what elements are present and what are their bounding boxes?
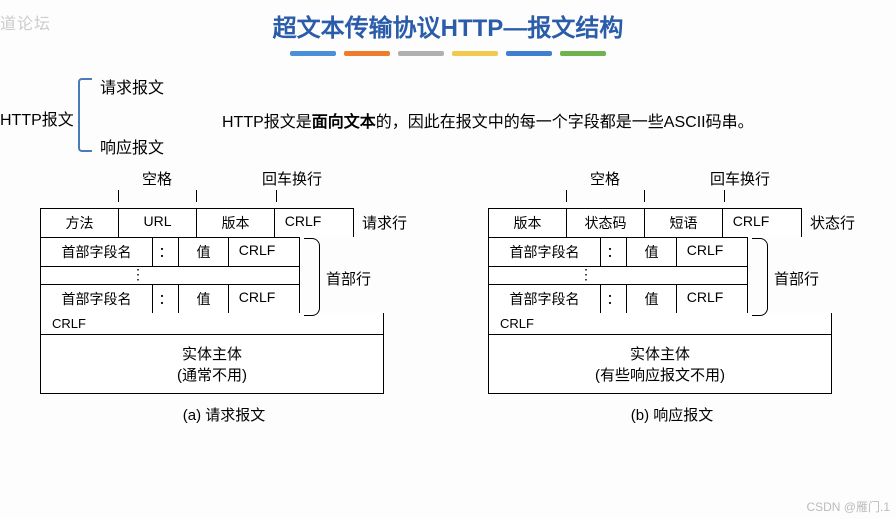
cell: 状态码: [567, 209, 645, 237]
response-start-line: 版本状态码短语CRLF: [488, 208, 802, 237]
header-lines-label: 首部行: [326, 268, 371, 289]
response-lower-block: CRLF 实体主体 (有些响应报文不用): [488, 313, 832, 394]
cell: 首部字段名: [41, 238, 153, 266]
bracket-icon: [78, 78, 92, 152]
request-start-line: 方法URL版本CRLF: [40, 208, 354, 237]
crlf-row: CRLF: [489, 313, 831, 335]
cell: 值: [179, 238, 229, 266]
request-diagram: 空格 回车换行 方法URL版本CRLF 请求行 首部字段名：值CRLF 首部字段…: [14, 168, 434, 425]
request-headers: 首部字段名：值CRLF 首部字段名：值CRLF: [40, 237, 300, 313]
cell: 值: [627, 238, 677, 266]
description-text: HTTP报文是面向文本的，因此在报文中的每一个字段都是一些ASCII码串。: [222, 108, 754, 132]
request-msg-label: 请求报文: [100, 74, 164, 98]
desc-pre: HTTP报文是: [222, 114, 312, 131]
cell: ：: [153, 238, 179, 266]
http-label: HTTP报文: [0, 106, 74, 130]
response-diagram: 空格 回车换行 版本状态码短语CRLF 状态行 首部字段名：值CRLF 首部字段…: [462, 168, 882, 425]
cell: CRLF: [677, 285, 733, 313]
request-lower-block: CRLF 实体主体 (通常不用): [40, 313, 384, 394]
cell: CRLF: [723, 209, 779, 237]
cell: URL: [119, 209, 197, 237]
desc-post: 的，因此在报文中的每一个字段都是一些ASCII码串。: [376, 114, 754, 131]
cell: 方法: [41, 209, 119, 237]
status-line-label: 状态行: [810, 212, 855, 233]
response-caption: (b) 响应报文: [462, 404, 882, 425]
crlf-label: 回车换行: [710, 168, 770, 189]
crlf-cell: CRLF: [489, 313, 545, 334]
cell: 首部字段名: [41, 285, 153, 313]
body-line2: (通常不用): [177, 364, 247, 385]
cell: ：: [601, 238, 627, 266]
cell: CRLF: [229, 238, 285, 266]
header-row: 首部字段名：值CRLF: [489, 285, 747, 313]
title-divider: [0, 51, 896, 56]
response-headers: 首部字段名：值CRLF 首部字段名：值CRLF: [488, 237, 748, 313]
watermark-top-left: 道论坛: [0, 10, 51, 34]
cell: 首部字段名: [489, 238, 601, 266]
watermark-bottom-right: CSDN @雁门.1: [806, 498, 890, 515]
space-label: 空格: [590, 168, 620, 189]
brace-icon: [752, 238, 768, 316]
page-title: 超文本传输协议HTTP—报文结构: [0, 8, 896, 43]
cell: 值: [179, 285, 229, 313]
response-msg-label: 响应报文: [100, 134, 164, 158]
cell: CRLF: [677, 238, 733, 266]
cell: CRLF: [229, 285, 285, 313]
diagrams-row: 空格 回车换行 方法URL版本CRLF 请求行 首部字段名：值CRLF 首部字段…: [0, 168, 896, 425]
dots-row: [489, 267, 747, 285]
space-label: 空格: [142, 168, 172, 189]
body-line2: (有些响应报文不用): [595, 364, 725, 385]
header-row: 首部字段名：值CRLF: [489, 238, 747, 267]
dots-row: [41, 267, 299, 285]
crlf-label: 回车换行: [262, 168, 322, 189]
response-body: 实体主体 (有些响应报文不用): [489, 335, 831, 393]
intro-section: HTTP报文 请求报文 响应报文 HTTP报文是面向文本的，因此在报文中的每一个…: [0, 78, 896, 156]
request-line-label: 请求行: [362, 212, 407, 233]
tick-icon: [196, 190, 197, 202]
cell: 短语: [645, 209, 723, 237]
body-line1: 实体主体: [630, 343, 690, 364]
body-line1: 实体主体: [182, 343, 242, 364]
cell: 首部字段名: [489, 285, 601, 313]
header-lines-label: 首部行: [774, 268, 819, 289]
desc-bold: 面向文本: [312, 114, 376, 131]
tick-icon: [118, 190, 119, 202]
tick-icon: [644, 190, 645, 202]
crlf-cell: CRLF: [41, 313, 97, 334]
header-row: 首部字段名：值CRLF: [41, 238, 299, 267]
crlf-row: CRLF: [41, 313, 383, 335]
request-caption: (a) 请求报文: [14, 404, 434, 425]
cell: 版本: [489, 209, 567, 237]
brace-icon: [304, 238, 320, 316]
tick-icon: [276, 190, 277, 202]
cell: 版本: [197, 209, 275, 237]
cell: ：: [153, 285, 179, 313]
tick-icon: [566, 190, 567, 202]
cell: 值: [627, 285, 677, 313]
tick-icon: [724, 190, 725, 202]
request-body: 实体主体 (通常不用): [41, 335, 383, 393]
cell: ：: [601, 285, 627, 313]
cell: CRLF: [275, 209, 331, 237]
header-row: 首部字段名：值CRLF: [41, 285, 299, 313]
